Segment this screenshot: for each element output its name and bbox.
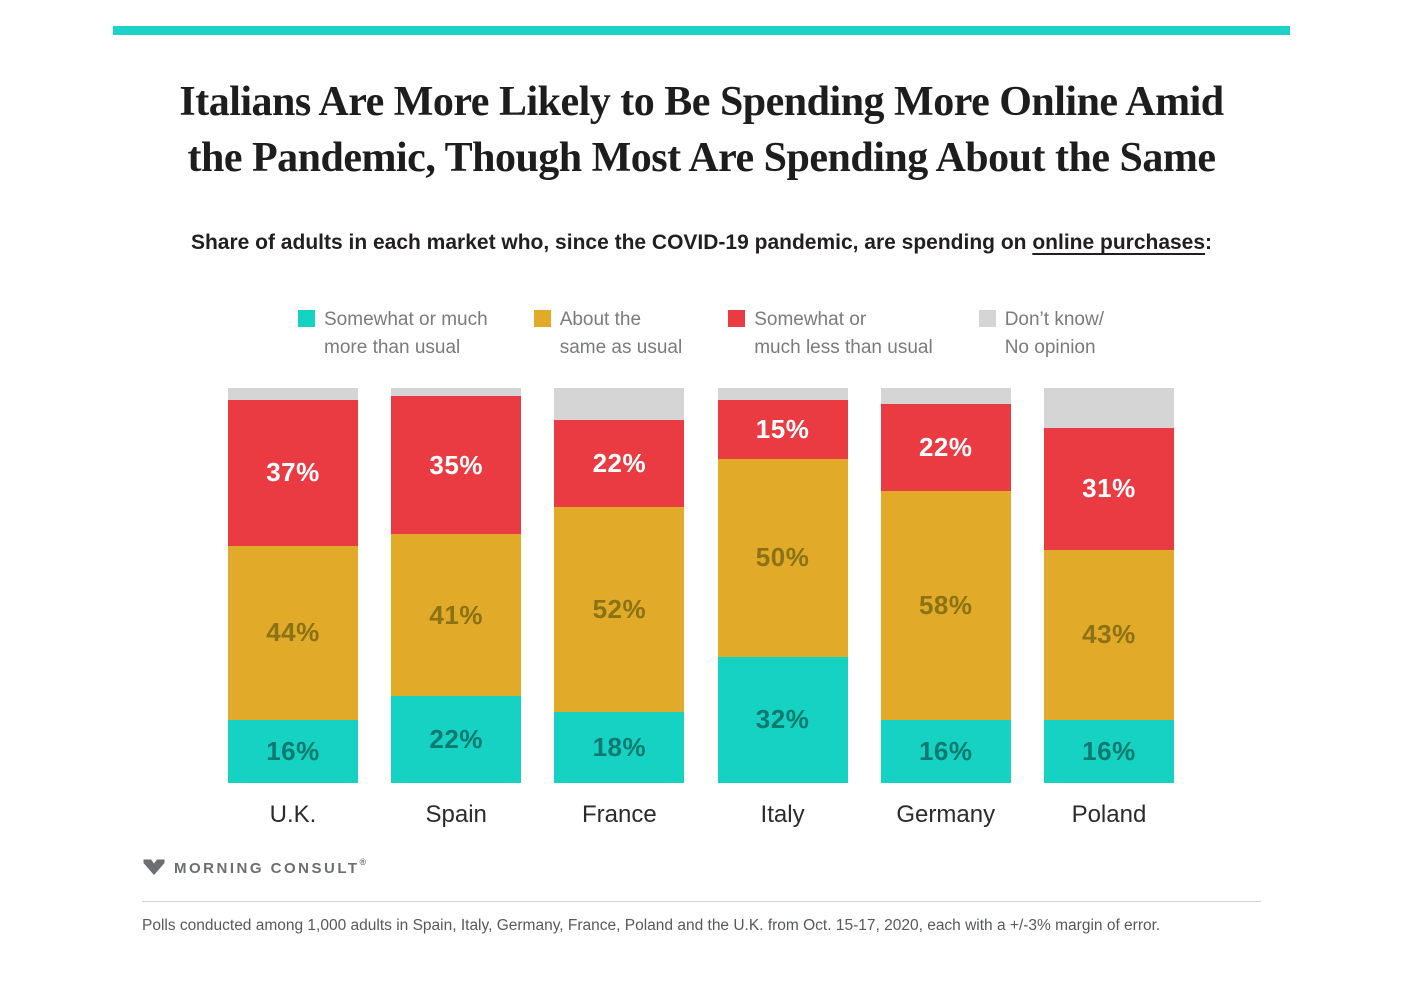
bar-uk: 16% 44% 37% (228, 388, 358, 783)
chart-area: 16% 44% 37% 22% 41% 35% 18% 52% 22% 32% 50% 15% 16% 5… (228, 388, 1174, 783)
bar-france: 18% 52% 22% (554, 388, 685, 783)
segment-value-label: 22% (918, 431, 973, 462)
subtitle-underlined-phrase: online purchases (1032, 231, 1206, 254)
bar-segment: 31% (1043, 427, 1174, 550)
x-axis-label: Spain (425, 801, 487, 828)
legend-swatch-icon (533, 310, 551, 327)
bar-germany: 16% 58% 22% (880, 388, 1011, 783)
bar-segment: 18% (554, 711, 685, 783)
segment-value-label: 16% (266, 735, 320, 766)
segment-value-label: 44% (266, 617, 320, 648)
bar-segment (228, 388, 358, 400)
bar-segment: 22% (391, 696, 522, 783)
segment-value-label: 35% (429, 449, 483, 480)
segment-value-label: 41% (429, 599, 483, 630)
top-accent-rule (113, 26, 1290, 35)
footer-divider (142, 901, 1261, 902)
bar-segment: 37% (228, 399, 358, 547)
x-axis-label: Italy (760, 801, 805, 828)
registered-trademark-symbol: ® (359, 857, 367, 867)
bar-segment: 35% (391, 395, 522, 535)
legend-item-1: About the same as usual (533, 306, 683, 362)
segment-value-label: 50% (755, 542, 810, 573)
bar-segment (554, 388, 685, 420)
legend-item-2: Somewhat or much less than usual (728, 306, 933, 362)
segment-value-label: 43% (1082, 619, 1136, 650)
bar-spain: 22% 41% 35% (391, 388, 522, 783)
bar-segment: 15% (717, 399, 848, 460)
x-axis-labels: U.K. Spain France Italy Germany Poland (228, 801, 1174, 829)
bar-segment: 22% (554, 419, 685, 507)
segment-value-label: 32% (755, 704, 810, 735)
chart-subtitle: Share of adults in each market who, sinc… (0, 231, 1403, 255)
page-title: Italians Are More Likely to Be Spending … (0, 74, 1403, 186)
legend-swatch-icon (298, 310, 315, 327)
logo-wordmark: MORNING CONSULT® (174, 857, 367, 877)
legend-label: Somewhat or much more than usual (324, 309, 488, 358)
bar-segment: 52% (554, 506, 685, 712)
x-axis-label: France (582, 801, 657, 828)
legend-item-0: Somewhat or much more than usual (298, 306, 488, 362)
bar-segment: 16% (228, 719, 358, 783)
x-axis-label: Germany (896, 801, 996, 828)
segment-value-label: 31% (1082, 473, 1136, 504)
segment-value-label: 37% (266, 457, 320, 488)
bar-segment: 50% (717, 459, 848, 657)
subtitle-colon: : (1205, 231, 1213, 254)
bar-segment: 43% (1043, 549, 1174, 720)
methodology-note: Polls conducted among 1,000 adults in Sp… (142, 917, 1161, 934)
bar-segment (391, 388, 522, 396)
morning-consult-m-icon (143, 859, 165, 875)
bar-italy: 32% 50% 15% (717, 388, 848, 783)
segment-value-label: 22% (592, 447, 647, 478)
bar-segment: 22% (880, 403, 1011, 491)
bar-segment (717, 388, 848, 400)
bar-poland: 16% 43% 31% (1043, 388, 1174, 783)
legend-swatch-icon (728, 310, 746, 327)
segment-value-label: 16% (1082, 735, 1136, 766)
segment-value-label: 15% (755, 413, 810, 444)
bar-segment: 41% (391, 534, 522, 697)
x-axis-label: Poland (1071, 801, 1147, 828)
bar-segment: 58% (880, 490, 1011, 720)
bar-segment (880, 388, 1011, 404)
title-line-2: the Pandemic, Though Most Are Spending A… (187, 135, 1216, 181)
bar-segment: 16% (880, 719, 1011, 783)
x-axis-label: U.K. (269, 801, 317, 828)
bar-segment: 16% (1043, 719, 1174, 783)
subtitle-prefix: Share of adults in each market who, sinc… (190, 231, 1033, 254)
bar-segment: 32% (717, 656, 848, 783)
legend-label: Don’t know/No opinion (1004, 309, 1104, 358)
title-line-1: Italians Are More Likely to Be Spending … (179, 79, 1224, 125)
morning-consult-logo: MORNING CONSULT® (142, 857, 366, 877)
segment-value-label: 18% (592, 731, 647, 762)
legend-label: About the same as usual (559, 309, 683, 358)
legend-swatch-icon (978, 310, 996, 327)
segment-value-label: 52% (592, 593, 647, 624)
segment-value-label: 22% (429, 724, 483, 755)
segment-value-label: 58% (918, 589, 973, 620)
segment-value-label: 16% (918, 735, 973, 766)
legend-item-3: Don’t know/No opinion (978, 306, 1104, 362)
chart-legend: Somewhat or much more than usual About the… (228, 306, 1174, 362)
legend-label: Somewhat or much less than usual (754, 309, 933, 358)
bar-segment (1043, 388, 1174, 428)
bar-segment: 44% (228, 546, 358, 720)
